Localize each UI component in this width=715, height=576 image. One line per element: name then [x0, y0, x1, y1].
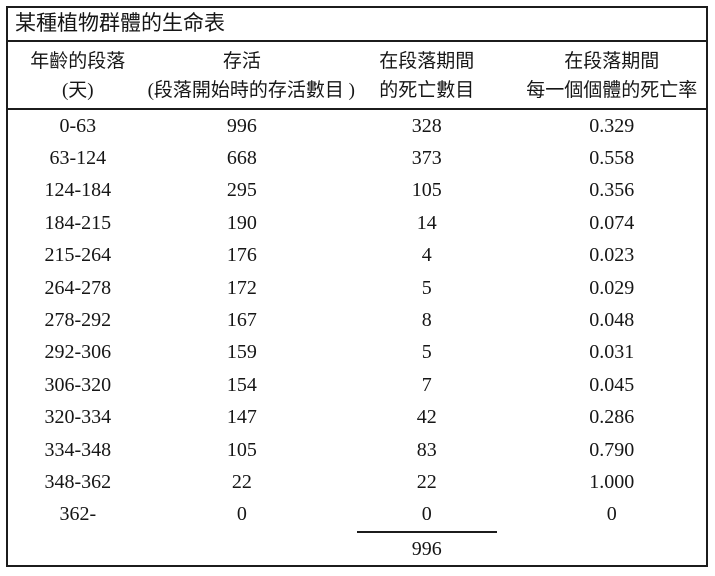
deaths-cell: 5 — [421, 276, 432, 299]
survivors-cell: 172 — [226, 276, 257, 299]
table-row: 0-63 996 328 0.329 — [8, 110, 706, 142]
deaths-cell: 14 — [416, 211, 437, 234]
mortality-rate-cell: 0.558 — [589, 147, 635, 170]
mortality-rate-cell: 0.790 — [589, 438, 635, 461]
column-header-mortality-rate: 在段落期間 每一個個體的死亡率 — [518, 47, 706, 105]
table-row: 184-215 190 14 0.074 — [8, 207, 706, 239]
column-header-mortality-rate-line1: 在段落期間 — [564, 51, 660, 72]
survivors-cell: 295 — [226, 179, 257, 202]
deaths-cell: 7 — [421, 373, 432, 396]
age-range-cell: 292-306 — [44, 341, 112, 364]
column-header-deaths: 在段落期間 的死亡數目 — [336, 47, 517, 105]
age-range-cell: 334-348 — [44, 438, 112, 461]
mortality-rate-cell: 0.031 — [589, 341, 635, 364]
deaths-cell: 83 — [416, 438, 437, 461]
total-row: 996 — [8, 531, 706, 561]
table-row: 362- 0 0 0 — [8, 499, 706, 531]
column-header-age: 年齡的段落 (天) — [8, 47, 148, 105]
deaths-cell: 0 — [421, 503, 432, 526]
survivors-cell: 154 — [226, 373, 257, 396]
table-row: 278-292 167 8 0.048 — [8, 304, 706, 336]
deaths-column-total: 996 — [356, 531, 497, 561]
mortality-rate-cell: 0.045 — [589, 373, 635, 396]
column-header-age-line1: 年齡的段落 — [30, 51, 126, 72]
life-table: 某種植物群體的生命表 年齡的段落 (天) 存活 (段落開始時的存活數目 ) 在段… — [6, 6, 708, 567]
column-header-deaths-line1: 在段落期間 — [379, 51, 475, 72]
total-deaths-cell: 996 — [336, 531, 517, 561]
table-row: 348-362 22 22 1.000 — [8, 466, 706, 498]
age-range-cell: 264-278 — [44, 276, 112, 299]
deaths-cell: 5 — [421, 341, 432, 364]
table-row: 320-334 147 42 0.286 — [8, 402, 706, 434]
table-row: 264-278 172 5 0.029 — [8, 272, 706, 304]
survivors-cell: 190 — [226, 211, 257, 234]
mortality-rate-cell: 0.329 — [589, 114, 635, 137]
age-range-cell: 306-320 — [44, 373, 112, 396]
column-header-age-line2: (天) — [61, 80, 94, 101]
deaths-cell: 373 — [411, 147, 442, 170]
survivors-cell: 668 — [226, 147, 257, 170]
survivors-cell: 996 — [226, 114, 257, 137]
survivors-cell: 105 — [226, 438, 257, 461]
table-row: 63-124 668 373 0.558 — [8, 142, 706, 174]
table-header: 年齡的段落 (天) 存活 (段落開始時的存活數目 ) 在段落期間 的死亡數目 在… — [8, 42, 706, 110]
survivors-cell: 147 — [226, 406, 257, 429]
deaths-cell: 105 — [411, 179, 442, 202]
deaths-cell: 328 — [411, 114, 442, 137]
age-range-cell: 320-334 — [44, 406, 112, 429]
column-header-survivors-line1: 存活 — [222, 51, 261, 72]
age-range-cell: 348-362 — [44, 470, 112, 493]
survivors-cell: 22 — [231, 470, 252, 493]
mortality-rate-cell: 0 — [606, 503, 617, 526]
age-range-cell: 124-184 — [44, 179, 112, 202]
column-header-survivors: 存活 (段落開始時的存活數目 ) — [147, 47, 355, 105]
survivors-cell: 167 — [226, 309, 257, 332]
survivors-cell: 159 — [226, 341, 257, 364]
mortality-rate-cell: 0.048 — [589, 309, 635, 332]
deaths-cell: 42 — [416, 406, 437, 429]
mortality-rate-cell: 0.356 — [589, 179, 635, 202]
survivors-cell: 0 — [236, 503, 247, 526]
mortality-rate-cell: 0.286 — [589, 406, 635, 429]
deaths-cell: 22 — [416, 470, 437, 493]
table-row: 124-184 295 105 0.356 — [8, 175, 706, 207]
survivors-cell: 176 — [226, 244, 257, 267]
deaths-cell: 8 — [421, 309, 432, 332]
age-range-cell: 63-124 — [49, 147, 107, 170]
column-header-survivors-line2: (段落開始時的存活數目 ) — [147, 80, 355, 101]
column-header-deaths-line2: 的死亡數目 — [379, 80, 475, 101]
age-range-cell: 362- — [59, 503, 97, 526]
mortality-rate-cell: 0.023 — [589, 244, 635, 267]
mortality-rate-cell: 1.000 — [589, 470, 635, 493]
table-title: 某種植物群體的生命表 — [8, 8, 706, 42]
table-row: 292-306 159 5 0.031 — [8, 337, 706, 369]
column-header-mortality-rate-line2: 每一個個體的死亡率 — [526, 80, 698, 101]
age-range-cell: 278-292 — [44, 309, 112, 332]
table-row: 215-264 176 4 0.023 — [8, 240, 706, 272]
age-range-cell: 215-264 — [44, 244, 112, 267]
age-range-cell: 0-63 — [59, 114, 97, 137]
table-row: 306-320 154 7 0.045 — [8, 369, 706, 401]
table-body: 0-63 996 328 0.329 63-124 668 373 0.558 … — [8, 110, 706, 531]
deaths-cell: 4 — [421, 244, 432, 267]
mortality-rate-cell: 0.074 — [589, 211, 635, 234]
mortality-rate-cell: 0.029 — [589, 276, 635, 299]
table-row: 334-348 105 83 0.790 — [8, 434, 706, 466]
age-range-cell: 184-215 — [44, 211, 112, 234]
